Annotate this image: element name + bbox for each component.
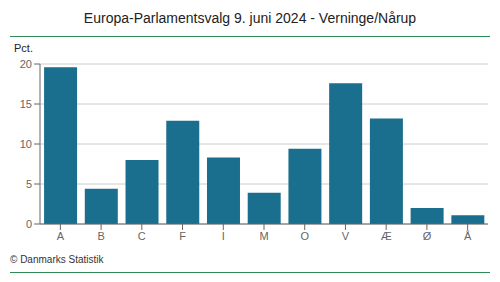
svg-text:C: C (138, 230, 146, 242)
svg-text:B: B (97, 230, 104, 242)
svg-text:Æ: Æ (381, 230, 392, 242)
svg-text:F: F (179, 230, 186, 242)
html-text:Europa-Parlamentsvalg 9. juni: Europa-Parlamentsvalg 9. juni 2024 - Ver… (83, 10, 417, 26)
svg-text:V: V (342, 230, 350, 242)
svg-text:A: A (57, 230, 65, 242)
svg-text:5: 5 (26, 178, 32, 190)
svg-text:Å: Å (464, 230, 472, 242)
svg-text:0: 0 (26, 218, 32, 230)
html-text:Pct.: Pct. (14, 42, 33, 54)
svg-text:20: 20 (20, 58, 32, 70)
svg-text:M: M (259, 230, 268, 242)
svg-text:10: 10 (20, 138, 32, 150)
svg-text:O: O (300, 230, 309, 242)
svg-text:15: 15 (20, 98, 32, 110)
html-text:© Danmarks Statistik: © Danmarks Statistik (10, 254, 104, 265)
svg-text:I: I (222, 230, 225, 242)
svg-text:Ø: Ø (423, 230, 432, 242)
